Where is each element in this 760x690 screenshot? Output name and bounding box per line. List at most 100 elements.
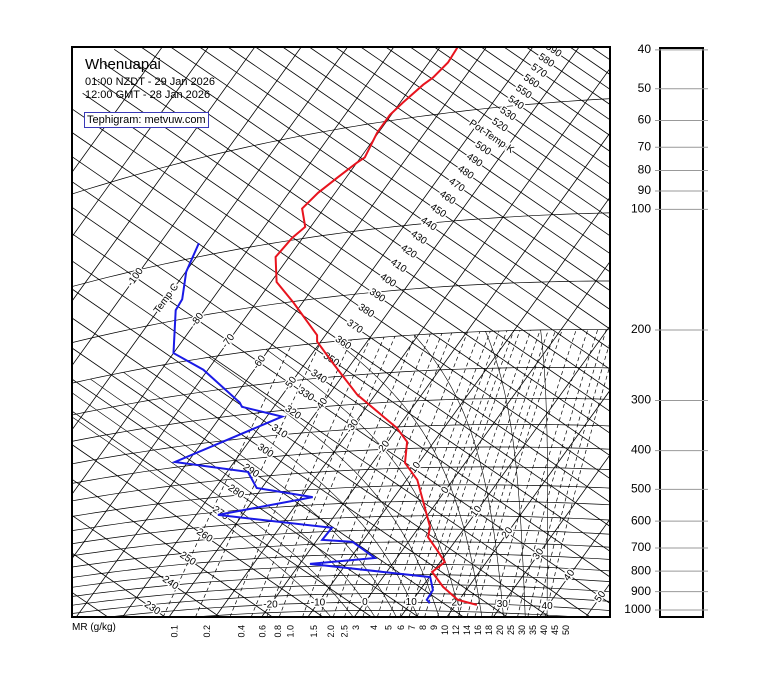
credit-link[interactable]: Tephigram: metvuw.com: [84, 112, 209, 128]
mixing-ratio-line: [491, 329, 577, 617]
pressure-tick-label: 200: [631, 322, 651, 336]
dry-adiabat-line: [385, 47, 610, 202]
mixing-ratio-line: [278, 336, 396, 617]
surface-isotherm-label: 20: [451, 598, 463, 609]
mixing-ratio-label: 0.1: [170, 625, 180, 638]
dry-adiabat-line: [72, 108, 610, 479]
sounding-traces: [171, 47, 478, 606]
dry-adiabat-line: [82, 92, 610, 456]
dry-adiabat-line: [72, 206, 610, 578]
dry-adiabat-line: [72, 378, 419, 617]
isobar-line: [72, 424, 610, 465]
theta-label: 380: [356, 302, 376, 321]
dry-adiabat-line: [434, 47, 610, 169]
mixing-ratio-label: 45: [550, 625, 560, 635]
mixing-ratio-line: [319, 333, 431, 617]
dry-adiabat-line: [569, 47, 610, 75]
mixing-ratio-label: 0.8: [273, 625, 283, 638]
mixing-ratio-line: [505, 329, 589, 617]
pressure-tick-label: 800: [631, 563, 651, 577]
isotherm-label: -50: [282, 374, 300, 393]
mixing-ratio-label: 1.0: [286, 625, 296, 638]
mixing-ratio-label: 2.5: [340, 625, 350, 638]
mixing-ratio-label: 2.0: [326, 625, 336, 638]
isotherm-label: -20: [375, 438, 393, 457]
isobar-line: [72, 484, 610, 517]
pressure-tick-label: 60: [638, 113, 652, 127]
theta-label: 410: [388, 257, 408, 276]
dry-adiabat-line: [72, 444, 324, 617]
isotherm-label: 10: [469, 504, 485, 520]
isotherm-line: [75, 47, 487, 617]
dry-adiabat-line: [72, 478, 273, 617]
dry-adiabat-line: [410, 47, 610, 185]
mixing-ratio-label: 25: [506, 625, 516, 635]
theta-label: 230: [142, 599, 162, 618]
dry-adiabat-line: [170, 47, 610, 350]
isobar-line: [72, 574, 610, 597]
mixing-ratio-label: 6: [396, 625, 406, 630]
mixing-ratio-label: 18: [484, 625, 494, 635]
mixing-ratio-line: [229, 339, 352, 617]
mixing-ratio-line: [424, 330, 521, 617]
isotherm-line: [72, 47, 302, 366]
surface-isotherm-label: 40: [542, 601, 554, 612]
saturated-adiabat-line: [162, 364, 418, 617]
dry-adiabat-line: [360, 47, 610, 219]
isobar-line: [193, 610, 579, 617]
isobar-line: [72, 515, 610, 545]
theta-label: 310: [269, 422, 289, 441]
pressure-tick-label: 100: [631, 202, 651, 216]
pressure-tick-label: 600: [631, 513, 651, 527]
isobar-line: [109, 601, 610, 617]
mixing-ratio-label: 35: [528, 625, 538, 635]
theta-label: 260: [194, 526, 214, 545]
mixing-ratio-label: 50: [561, 625, 571, 635]
isotherm-label: 40: [562, 567, 578, 583]
saturated-adiabat-line: [123, 372, 397, 617]
theta-label: 440: [418, 215, 438, 234]
mixing-ratio-line: [544, 365, 610, 617]
surface-isotherm-label: 10: [406, 597, 418, 608]
mixing-ratio-line: [527, 329, 607, 617]
mixing-ratio-line: [302, 334, 416, 617]
mixing-ratio-axis-title: MR (g/kg): [72, 622, 116, 633]
grid-lines: [72, 47, 610, 617]
dry-adiabat-line: [72, 132, 610, 503]
isotherm-label: -80: [189, 311, 207, 330]
mixing-ratio-line: [448, 329, 541, 617]
mixing-ratio-label: 10: [440, 625, 450, 635]
mixing-ratio-line: [250, 338, 371, 617]
mixing-ratio-label: 16: [473, 625, 483, 635]
pressure-tick-label: 50: [638, 81, 652, 95]
mixing-ratio-label: 20: [495, 625, 505, 635]
pressure-tick-label: 70: [638, 139, 652, 153]
mixing-ratio-label: 14: [462, 625, 472, 635]
isobar-line: [72, 500, 610, 532]
isotherm-label: -70: [220, 332, 238, 351]
mixing-ratio-line: [162, 345, 292, 617]
isobar-line: [72, 329, 610, 384]
isotherm-label: -60: [251, 353, 269, 372]
mixing-ratio-line: [376, 331, 481, 617]
isotherm-line: [72, 47, 256, 302]
mixing-ratio-line: [362, 331, 468, 617]
isotherm-line: [353, 261, 610, 617]
local-time: 01:00 NZDT - 29 Jan 2026: [85, 76, 216, 88]
isotherm-line: [168, 47, 580, 617]
dry-adiabat-line: [282, 47, 610, 273]
dry-adiabat-line: [503, 47, 610, 121]
mixing-ratio-label: 30: [517, 625, 527, 635]
dry-adiabat-line: [480, 47, 610, 136]
saturated-adiabat-line: [335, 341, 483, 617]
dry-adiabat-line: [72, 317, 508, 617]
dry-adiabat-line: [140, 47, 610, 370]
isobar-line: [72, 583, 610, 606]
isobar-line: [72, 397, 610, 442]
mixing-ratio-label: 0.6: [258, 625, 268, 638]
dry-adiabat-line: [335, 47, 610, 237]
theta-label: 400: [378, 271, 398, 290]
pressure-tick-label: 1000: [624, 602, 651, 616]
mixing-ratio-label: 8: [418, 625, 428, 630]
